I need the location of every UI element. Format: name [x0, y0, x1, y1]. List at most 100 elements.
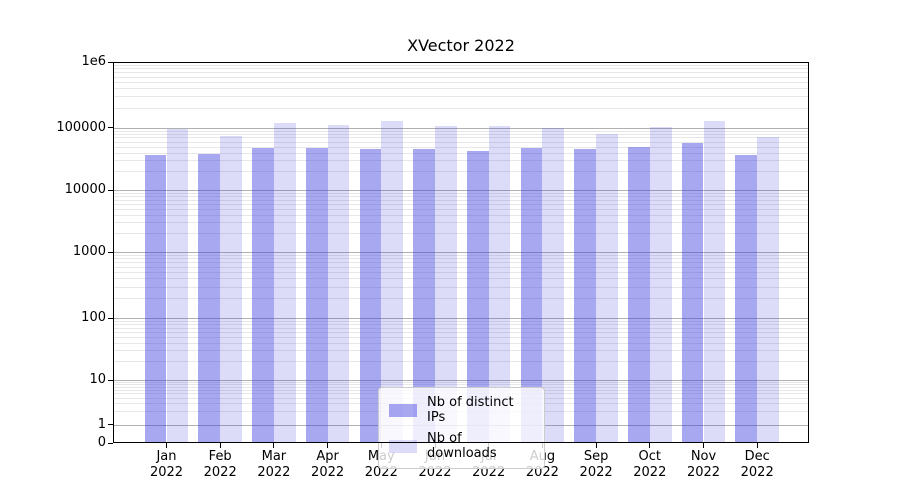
minor-gridline [113, 141, 809, 143]
legend: Nb of distinct IPs Nb of downloads [378, 387, 545, 469]
minor-gridline [113, 203, 809, 205]
minor-gridline [113, 336, 809, 338]
x-tick-label-apr: Apr 2022 [311, 449, 345, 480]
chart-title: XVector 2022 [407, 36, 515, 55]
minor-gridline [113, 146, 809, 148]
y-tick-mark [108, 379, 113, 381]
legend-swatch-distinct-ips [389, 403, 417, 417]
bar-feb-distinct-ips [198, 154, 221, 443]
x-tick-mark [649, 443, 651, 448]
y-tick-label: 10 [89, 372, 106, 387]
x-tick-label-dec: Dec 2022 [740, 449, 774, 480]
bar-jun-distinct-ips [413, 149, 435, 443]
minor-gridline [113, 266, 809, 268]
minor-gridline [113, 262, 809, 264]
minor-gridline [113, 199, 809, 201]
x-tick-label-nov: Nov 2022 [686, 449, 721, 480]
minor-gridline [113, 327, 809, 329]
y-tick-label: 10000 [64, 182, 106, 197]
minor-gridline [113, 130, 809, 132]
bar-mar-downloads [273, 122, 296, 443]
minor-gridline [113, 96, 809, 98]
x-tick-label-oct: Oct 2022 [633, 449, 667, 480]
major-gridline [113, 318, 809, 319]
minor-gridline [113, 88, 809, 90]
minor-gridline [113, 324, 809, 325]
minor-gridline [113, 214, 809, 216]
minor-gridline [113, 171, 809, 173]
bar-apr-distinct-ips [305, 147, 328, 443]
minor-gridline [113, 233, 809, 235]
minor-gridline [113, 65, 809, 66]
minor-gridline [113, 286, 809, 288]
bar-dec-downloads [757, 136, 779, 443]
x-tick-mark [703, 443, 704, 448]
bar-jun-downloads [435, 125, 457, 443]
legend-item-distinct-ips: Nb of distinct IPs [389, 395, 534, 425]
minor-gridline [113, 384, 809, 386]
bar-jul-distinct-ips [466, 150, 489, 443]
major-gridline [113, 190, 809, 191]
y-tick-mark [108, 424, 113, 425]
x-tick-mark [595, 443, 597, 448]
bar-oct-downloads [649, 126, 672, 443]
x-tick-mark [166, 443, 167, 448]
minor-gridline [113, 382, 809, 383]
minor-gridline [113, 192, 809, 194]
bar-nov-distinct-ips [681, 143, 704, 443]
minor-gridline [113, 271, 809, 273]
major-gridline [113, 380, 809, 381]
minor-gridline [113, 320, 809, 322]
plot-area: Nb of distinct IPs Nb of downloads [113, 62, 809, 469]
major-gridline [113, 252, 809, 253]
x-tick-label-feb: Feb 2022 [203, 449, 237, 480]
y-tick-label: 100000 [56, 119, 106, 135]
minor-gridline [113, 331, 809, 333]
x-tick-label-jan: Jan 2022 [149, 449, 184, 480]
minor-gridline [113, 278, 809, 280]
minor-gridline [113, 342, 809, 344]
x-tick-mark [219, 443, 221, 448]
x-tick-mark [327, 443, 329, 448]
minor-gridline [113, 258, 809, 260]
y-tick-label: 0 [97, 435, 106, 450]
y-tick-mark [108, 127, 113, 129]
bar-sep-distinct-ips [574, 148, 597, 443]
minor-gridline [113, 107, 809, 109]
minor-gridline [113, 208, 809, 210]
bar-nov-downloads [703, 120, 726, 443]
bar-jan-downloads [166, 128, 189, 443]
x-tick-label-mar: Mar 2022 [257, 449, 291, 480]
y-tick-mark [108, 317, 113, 319]
bar-sep-downloads [596, 133, 618, 443]
bar-feb-downloads [220, 135, 242, 443]
minor-gridline [113, 133, 809, 135]
bar-aug-downloads [542, 127, 565, 443]
y-tick-label: 1 [97, 416, 106, 432]
x-tick-mark [756, 443, 758, 448]
minor-gridline [113, 298, 809, 300]
minor-gridline [113, 137, 809, 139]
minor-gridline [113, 152, 809, 154]
minor-gridline [113, 350, 809, 352]
x-tick-mark [273, 443, 275, 448]
bar-may-downloads [381, 120, 404, 443]
major-gridline [113, 127, 809, 129]
bars-layer [113, 62, 809, 443]
legend-swatch-downloads [389, 439, 417, 453]
minor-gridline [113, 361, 809, 363]
bar-mar-distinct-ips [252, 147, 274, 443]
minor-gridline [113, 196, 809, 197]
y-tick-label: 1000 [72, 244, 106, 259]
bar-oct-distinct-ips [628, 146, 650, 443]
bar-dec-distinct-ips [735, 154, 758, 443]
y-tick-label: 100 [81, 310, 106, 325]
minor-gridline [113, 81, 809, 83]
y-tick-mark [108, 189, 113, 191]
minor-gridline [113, 255, 809, 256]
minor-gridline [113, 68, 809, 70]
minor-gridline [113, 222, 809, 224]
minor-gridline [113, 76, 809, 78]
y-tick-mark [108, 442, 113, 444]
